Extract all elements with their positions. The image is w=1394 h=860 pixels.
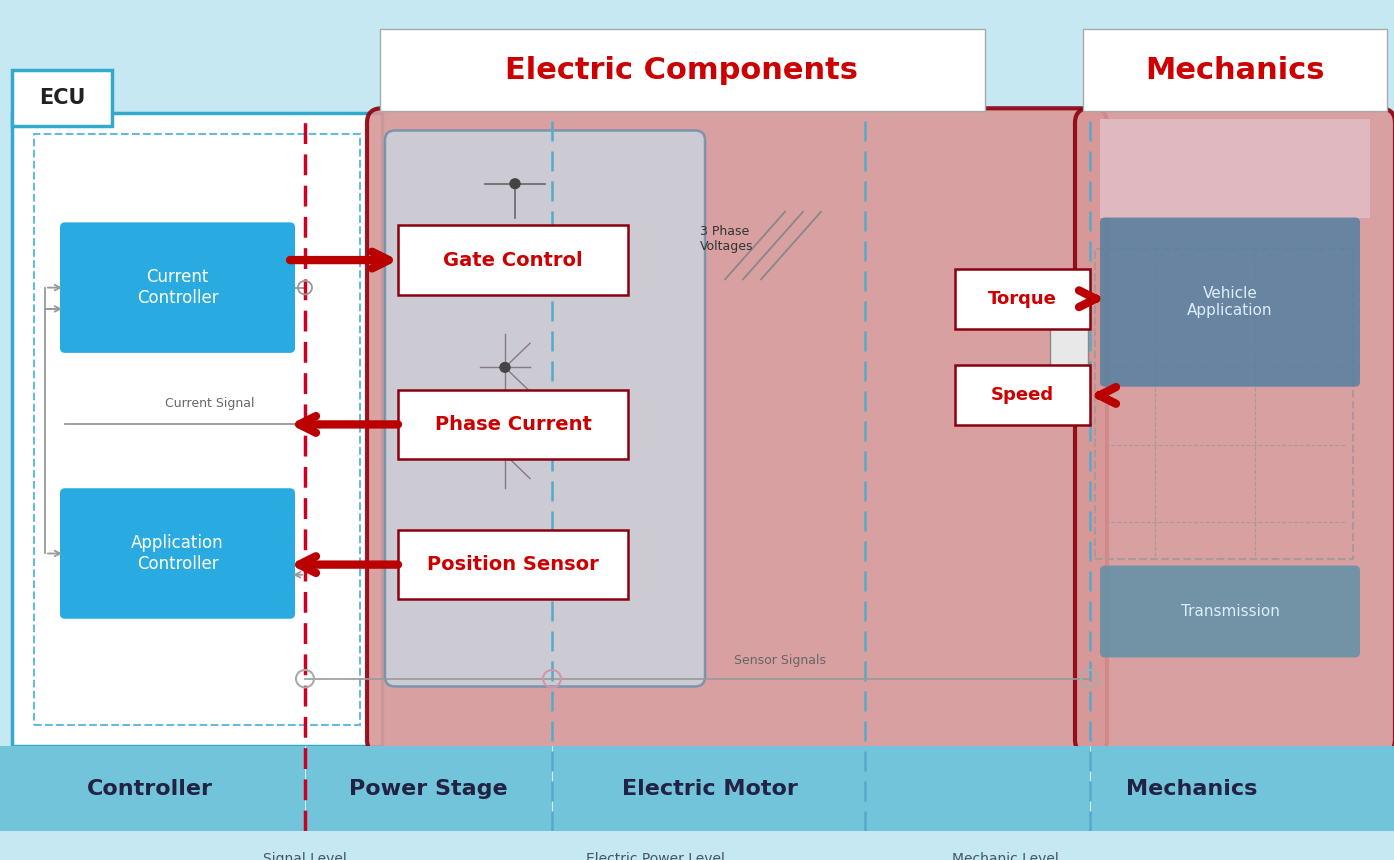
Text: 3 Phase
Voltages: 3 Phase Voltages <box>700 224 754 253</box>
Text: Transmission: Transmission <box>1181 604 1280 619</box>
Text: Mechanic Level: Mechanic Level <box>952 851 1058 860</box>
Text: Phase Current: Phase Current <box>435 415 591 434</box>
Text: Signal Level: Signal Level <box>263 851 347 860</box>
Bar <box>399 530 629 599</box>
FancyBboxPatch shape <box>1083 29 1387 111</box>
Text: Vehicle
Application: Vehicle Application <box>1188 286 1273 318</box>
Text: Mechanics: Mechanics <box>1146 56 1324 84</box>
Bar <box>0 746 1394 832</box>
Bar <box>1100 119 1370 218</box>
Text: Current Signal: Current Signal <box>166 397 255 410</box>
FancyBboxPatch shape <box>1100 218 1361 387</box>
Text: Position Signal: Position Signal <box>505 544 595 557</box>
Text: Gate Control: Gate Control <box>443 250 583 269</box>
Text: Power Stage: Power Stage <box>348 779 507 799</box>
FancyBboxPatch shape <box>13 70 112 126</box>
Bar <box>1050 275 1087 415</box>
FancyBboxPatch shape <box>60 488 296 618</box>
Text: Application
Controller: Application Controller <box>131 534 224 573</box>
Text: Current
Controller: Current Controller <box>137 268 219 307</box>
FancyBboxPatch shape <box>1100 566 1361 657</box>
Text: Electric Motor: Electric Motor <box>622 779 797 799</box>
Circle shape <box>500 450 510 459</box>
FancyBboxPatch shape <box>367 108 1107 754</box>
Text: Sensor Signals: Sensor Signals <box>735 654 827 667</box>
FancyBboxPatch shape <box>385 131 705 686</box>
FancyBboxPatch shape <box>381 29 986 111</box>
Text: Mechanics: Mechanics <box>1126 779 1257 799</box>
Text: Speed: Speed <box>991 386 1054 404</box>
Circle shape <box>510 179 520 188</box>
Bar <box>13 114 1394 746</box>
FancyBboxPatch shape <box>60 223 296 353</box>
Text: Electric Components: Electric Components <box>506 56 859 84</box>
Text: Position Sensor: Position Sensor <box>427 555 599 574</box>
FancyBboxPatch shape <box>13 114 382 746</box>
Bar <box>0 0 1394 114</box>
Text: ECU: ECU <box>39 88 85 108</box>
Circle shape <box>500 363 510 372</box>
Text: Controller: Controller <box>86 779 213 799</box>
Bar <box>955 269 1090 329</box>
Text: Electric Power Level: Electric Power Level <box>585 851 725 860</box>
Text: Torque: Torque <box>988 290 1057 308</box>
Bar <box>955 366 1090 426</box>
FancyBboxPatch shape <box>1075 108 1394 754</box>
Bar <box>399 225 629 295</box>
Bar <box>399 390 629 459</box>
